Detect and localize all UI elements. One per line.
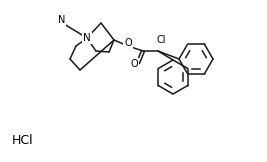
Text: Cl: Cl	[156, 35, 166, 45]
Text: O: O	[124, 38, 132, 48]
Text: HCl: HCl	[12, 133, 34, 146]
Text: N: N	[58, 15, 66, 25]
Text: N: N	[83, 33, 91, 43]
Text: O: O	[130, 59, 138, 69]
